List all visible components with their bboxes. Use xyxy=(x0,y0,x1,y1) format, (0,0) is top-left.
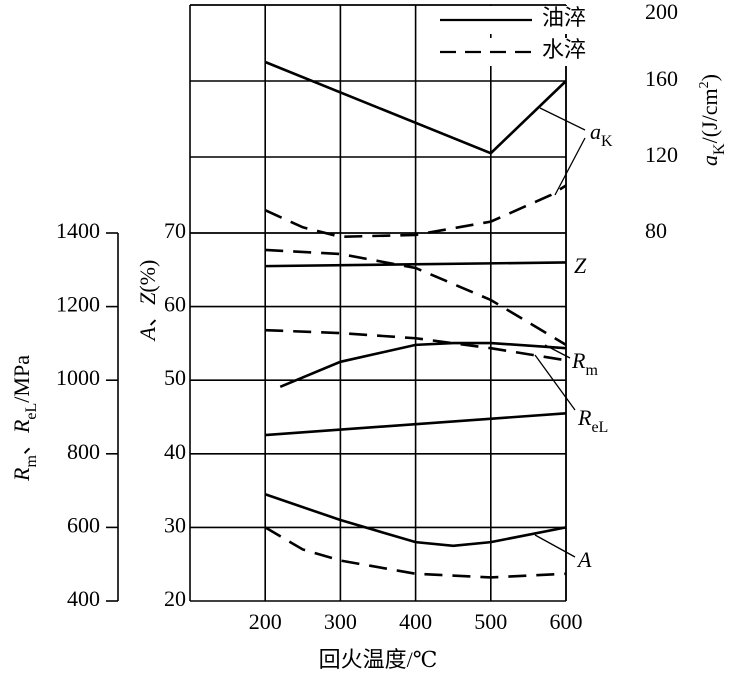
y3-tick-label: 800 xyxy=(67,439,100,464)
y-tick-label: 20 xyxy=(164,586,186,611)
label-part: eL xyxy=(23,403,40,420)
label-part: /MPa xyxy=(9,355,34,403)
label-part: R xyxy=(577,405,592,430)
y-tick-label: 30 xyxy=(164,512,186,537)
label: Rm、ReL/MPa xyxy=(9,355,40,482)
label-part: m xyxy=(585,362,598,379)
label-part: 、 xyxy=(9,433,34,455)
label-part: ) xyxy=(697,74,722,81)
label-part: /(J/cm xyxy=(697,88,722,143)
series-line xyxy=(265,248,567,346)
y-tick-label: 70 xyxy=(164,218,186,243)
x-tick-label: 500 xyxy=(474,609,507,634)
x-tick-label: 600 xyxy=(550,609,583,634)
label-part: K xyxy=(601,133,613,150)
label-part: (%) xyxy=(135,260,160,293)
label: A、Z(%) xyxy=(135,260,160,343)
y3-tick-label: 600 xyxy=(67,512,100,537)
label: ReL xyxy=(577,405,608,436)
label-part: a xyxy=(697,155,722,166)
label-part: Z xyxy=(574,253,587,278)
leaders xyxy=(534,107,586,558)
label: Z xyxy=(574,253,587,278)
series-line xyxy=(265,328,567,362)
label-part: R xyxy=(9,419,34,434)
series-line xyxy=(279,341,567,389)
y-tick-label: 60 xyxy=(164,292,186,317)
label-part: a xyxy=(590,119,601,144)
x-axis-label: 回火温度/℃ xyxy=(319,647,438,672)
label-part: R xyxy=(9,467,34,482)
series-line xyxy=(264,60,567,155)
label: Rm xyxy=(571,348,598,379)
y-tick-label: 50 xyxy=(164,365,186,390)
label-part: R xyxy=(571,348,586,373)
y2-tick-label: 160 xyxy=(645,66,678,91)
y3-tick-label: 400 xyxy=(67,586,100,611)
series-line xyxy=(264,493,567,548)
legend-bg xyxy=(432,38,582,66)
label-part: 2 xyxy=(697,81,712,88)
y-tick-label: 40 xyxy=(164,439,186,464)
y2-tick-label: 80 xyxy=(645,218,667,243)
x-tick-label: 200 xyxy=(249,609,282,634)
y2-tick-label: 200 xyxy=(645,0,678,24)
label-part: A xyxy=(135,326,160,342)
label-part: Z xyxy=(135,292,160,305)
y3-tick-label: 1000 xyxy=(56,365,100,390)
label-part: m xyxy=(23,455,40,468)
series-line xyxy=(264,184,567,239)
label-part: 、 xyxy=(135,305,160,327)
legend-label: 水淬 xyxy=(542,37,586,62)
y3-tick-label: 1200 xyxy=(56,292,100,317)
label-part: A xyxy=(576,547,592,572)
y2-tick-label: 120 xyxy=(645,142,678,167)
series-line xyxy=(264,526,567,579)
legend-label: 油淬 xyxy=(542,5,586,30)
label-part: eL xyxy=(591,419,608,436)
series-line xyxy=(265,261,567,268)
y3-tick-label: 1400 xyxy=(56,218,100,243)
series-line xyxy=(265,412,567,437)
label-part: K xyxy=(711,143,728,155)
x-tick-label: 400 xyxy=(399,609,432,634)
x-tick-label: 300 xyxy=(324,609,357,634)
label: aK/(J/cm2) xyxy=(697,74,728,166)
label: aK xyxy=(590,119,613,150)
label: A xyxy=(576,547,592,572)
